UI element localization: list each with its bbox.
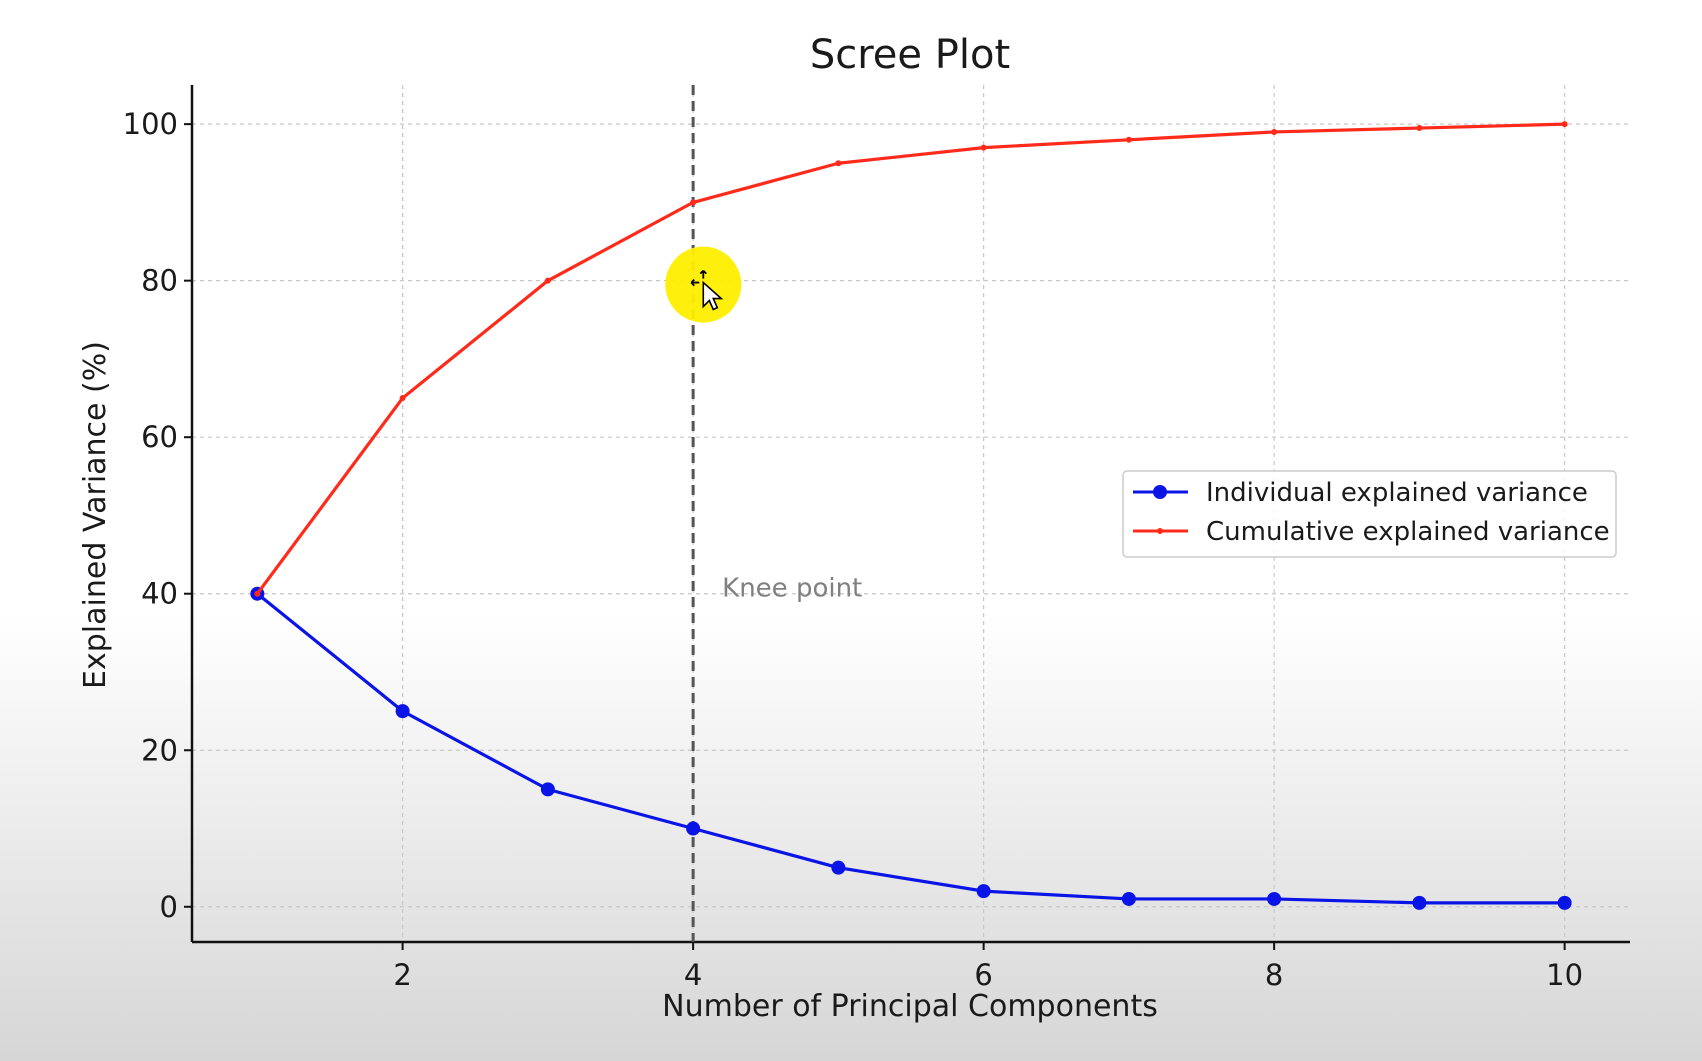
data-point: [399, 395, 406, 402]
data-point: [1412, 895, 1427, 910]
knee-point-label: Knee point: [722, 574, 862, 604]
y-tick-label: 40: [141, 577, 178, 611]
y-tick-label: 0: [160, 890, 178, 924]
data-point: [1121, 891, 1136, 906]
series-individual: [250, 586, 1572, 910]
x-tick-label: 2: [393, 958, 411, 992]
legend: Individual explained variance Cumulative…: [1122, 470, 1617, 558]
data-point: [1561, 121, 1568, 128]
data-point: [686, 821, 701, 836]
data-point: [980, 144, 987, 151]
legend-item-individual: Individual explained variance: [1133, 478, 1588, 508]
data-point: [254, 590, 261, 597]
x-axis-label: Number of Principal Components: [662, 989, 1158, 1024]
x-tick-label: 8: [1265, 958, 1283, 992]
data-point: [544, 277, 551, 284]
legend-marker-cumulative: [1157, 528, 1163, 534]
data-point: [690, 199, 697, 206]
data-point: [1557, 895, 1572, 910]
data-point: [1267, 891, 1282, 906]
series-layer: [250, 121, 1572, 910]
move-cursor-icon: [690, 269, 724, 311]
legend-item-cumulative: Cumulative explained variance: [1133, 517, 1610, 547]
series-cumulative: [254, 121, 1568, 597]
data-point: [1271, 128, 1278, 135]
y-axis-label: Explained Variance (%): [78, 341, 113, 689]
y-axis-ticks: 0 20 40 60 80 100: [123, 107, 192, 924]
legend-box: [1122, 470, 1617, 558]
x-tick-label: 4: [684, 958, 702, 992]
series-line: [256, 122, 1565, 595]
cursor-overlay: [665, 246, 742, 323]
data-point: [395, 704, 410, 719]
chart-title: Scree Plot: [810, 32, 1010, 78]
legend-label-cumulative: Cumulative explained variance: [1206, 517, 1610, 547]
axes: [190, 85, 1630, 944]
y-tick-label: 60: [141, 420, 178, 454]
data-point: [1125, 136, 1132, 143]
x-axis-ticks: 2 4 6 8 10: [393, 942, 1583, 992]
y-tick-label: 100: [123, 107, 178, 141]
legend-marker-individual: [1153, 485, 1167, 499]
data-point: [835, 160, 842, 167]
y-tick-label: 80: [141, 264, 178, 298]
data-point: [540, 782, 555, 797]
legend-label-individual: Individual explained variance: [1206, 478, 1588, 508]
data-point: [831, 860, 846, 875]
data-point: [1416, 125, 1423, 132]
grid: [192, 85, 1630, 942]
x-tick-label: 10: [1546, 958, 1583, 992]
series-line: [256, 592, 1565, 905]
y-tick-label: 20: [141, 733, 178, 767]
x-tick-label: 6: [974, 958, 992, 992]
annotations: Knee point: [691, 85, 862, 942]
data-point: [976, 884, 991, 899]
